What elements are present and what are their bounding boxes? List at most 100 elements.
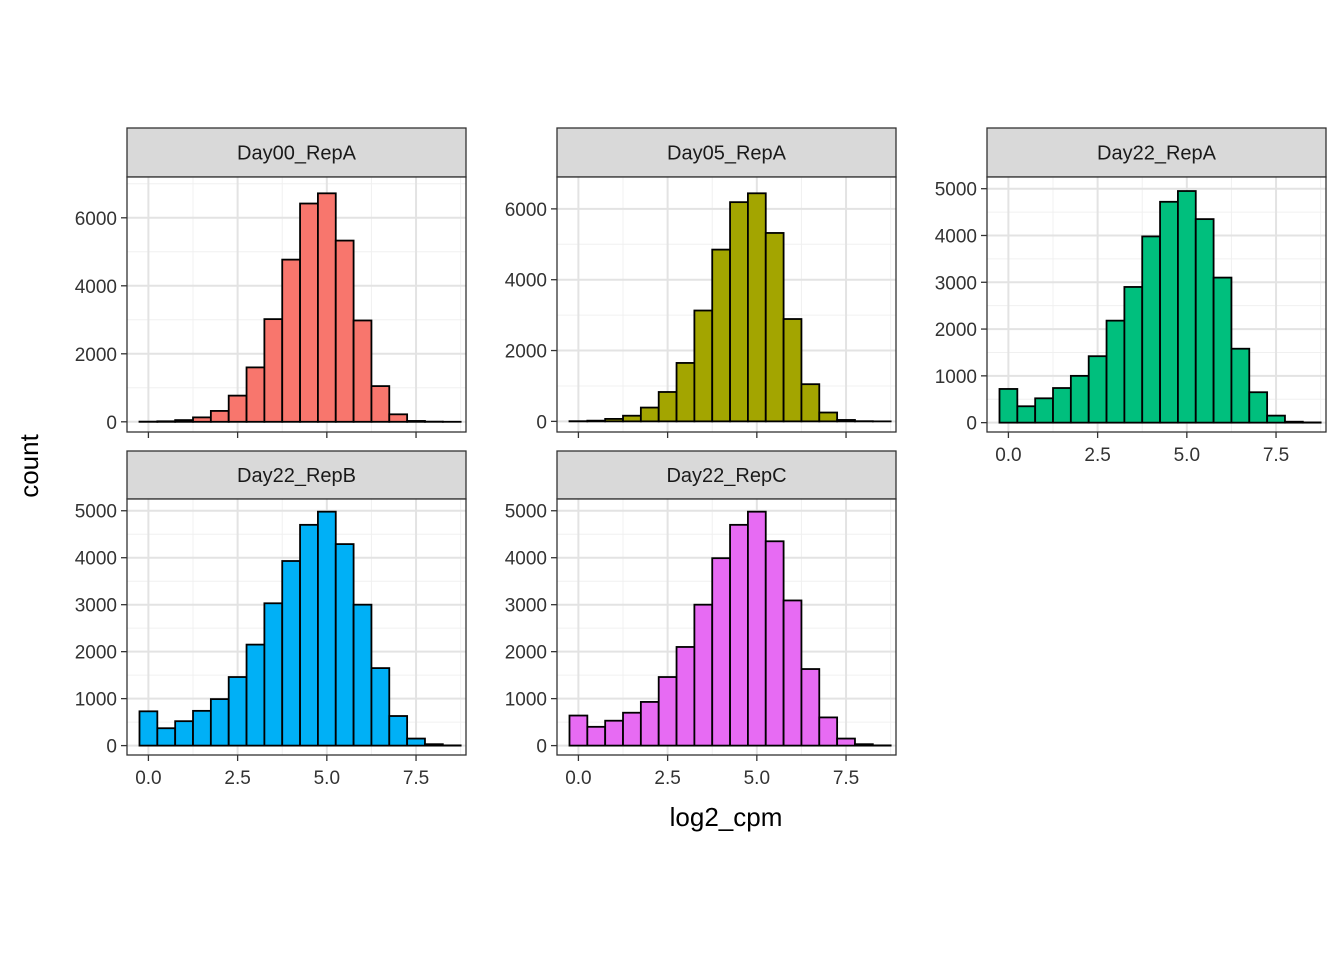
panel-plot-area (127, 177, 466, 432)
histogram-bar (281, 258, 301, 423)
facet-strip-label: Day05_RepA (667, 143, 787, 165)
y-tick-label: 2000 (75, 643, 117, 664)
y-tick-label: 0 (966, 414, 977, 435)
facet-strip (126, 127, 467, 178)
histogram-bar (1105, 319, 1126, 424)
histogram-bar (1087, 355, 1108, 424)
histogram-bar (854, 743, 874, 747)
histogram-bar (156, 420, 177, 423)
facet-strip-label: Day22_RepA (1097, 143, 1217, 165)
histogram-bar (138, 710, 159, 747)
facet-strip (556, 127, 897, 178)
x-tick-label: 0.0 (565, 768, 591, 789)
x-tick-label: 7.5 (403, 768, 429, 789)
panel-border (986, 176, 1327, 433)
histogram-bar (604, 719, 624, 747)
histogram-bar (1159, 200, 1179, 424)
histogram-bar (1016, 405, 1037, 424)
histogram-bar (693, 603, 714, 747)
histogram-bar (317, 192, 337, 423)
histogram-bar (586, 419, 607, 423)
y-tick-label: 2000 (505, 643, 547, 664)
histogram-bar (818, 411, 839, 423)
histogram-bar (764, 540, 785, 747)
y-tick-label: 5000 (505, 502, 547, 523)
histogram-bar (622, 414, 642, 423)
facet-strip (986, 127, 1327, 178)
histogram-bar (675, 646, 696, 747)
panel-border (556, 176, 897, 433)
panel-plot-area (127, 499, 466, 755)
facet-strip-label: Day22_RepB (237, 465, 356, 487)
histogram-bar (406, 737, 426, 747)
histogram-bar (299, 523, 319, 747)
y-tick-label: 1000 (935, 367, 977, 388)
histogram-bar (370, 385, 391, 423)
histogram-bar (800, 383, 821, 423)
histogram-bar (299, 202, 319, 423)
histogram-bar (1052, 387, 1072, 424)
histogram-bar (227, 394, 248, 423)
histogram-bar (1248, 391, 1269, 424)
panel-border (556, 498, 897, 756)
histogram-bar (192, 416, 212, 423)
panel-plot-area (557, 177, 896, 432)
histogram-bar (729, 523, 749, 747)
x-tick-label: 2.5 (1084, 445, 1110, 466)
histogram-bar (1141, 235, 1161, 424)
y-tick-label: 3000 (505, 596, 547, 617)
histogram-bar (388, 413, 409, 423)
histogram-bar (388, 715, 409, 747)
facet-strip (126, 450, 467, 500)
x-tick-label: 7.5 (1263, 445, 1289, 466)
histogram-bar (782, 318, 803, 423)
histogram-bar (352, 603, 373, 747)
y-tick-label: 5000 (75, 502, 117, 523)
panel-plot-area (987, 177, 1326, 432)
histogram-bar (1194, 218, 1215, 424)
histogram-bar (836, 419, 856, 423)
x-tick-label: 5.0 (314, 768, 340, 789)
histogram-bar (334, 543, 355, 747)
x-tick-label: 5.0 (1174, 445, 1200, 466)
histogram-bar (263, 318, 284, 423)
x-tick-label: 5.0 (744, 768, 770, 789)
y-tick-label: 3000 (935, 273, 977, 294)
y-tick-label: 2000 (75, 345, 117, 366)
y-tick-label: 0 (106, 413, 117, 434)
facet-panel-Day22_RepA: Day22_RepA 0 1000 2000 3000 4000 5000 0.0 2.5 5.0… (935, 127, 1327, 466)
histogram-bar (1266, 414, 1286, 424)
y-tick-label: 4000 (935, 226, 977, 247)
panel-border (126, 498, 467, 756)
x-tick-label: 2.5 (224, 768, 250, 789)
x-tick-label: 7.5 (833, 768, 859, 789)
histogram-bar (693, 309, 714, 423)
histogram-bar (639, 406, 660, 423)
x-axis-title: log2_cpm (670, 802, 783, 832)
y-tick-label: 1000 (75, 690, 117, 711)
histogram-bar (209, 410, 230, 423)
y-tick-label: 2000 (935, 320, 977, 341)
histogram-bar (1284, 420, 1304, 424)
histogram-bar (424, 743, 444, 747)
histogram-bar (729, 201, 749, 423)
facet-panel-Day00_RepA: Day00_RepA 0 2000 4000 6000 (75, 127, 467, 438)
y-tick-label: 6000 (505, 200, 547, 221)
histogram-bar (174, 419, 194, 423)
histogram-bar (604, 417, 624, 423)
histogram-bar (174, 720, 194, 747)
histogram-bar (675, 362, 696, 423)
histogram-bar (156, 727, 177, 747)
histogram-bar (639, 701, 660, 747)
y-tick-label: 4000 (75, 277, 117, 298)
histogram-bar (192, 709, 212, 747)
histogram-bar (1230, 347, 1251, 424)
histogram-bar (622, 711, 642, 747)
y-tick-label: 3000 (75, 596, 117, 617)
y-tick-label: 0 (106, 737, 117, 758)
histogram-bar (334, 239, 355, 423)
x-tick-label: 0.0 (995, 445, 1021, 466)
histogram-bar (747, 192, 767, 423)
histogram-bar (281, 560, 301, 747)
y-tick-label: 0 (536, 737, 547, 758)
